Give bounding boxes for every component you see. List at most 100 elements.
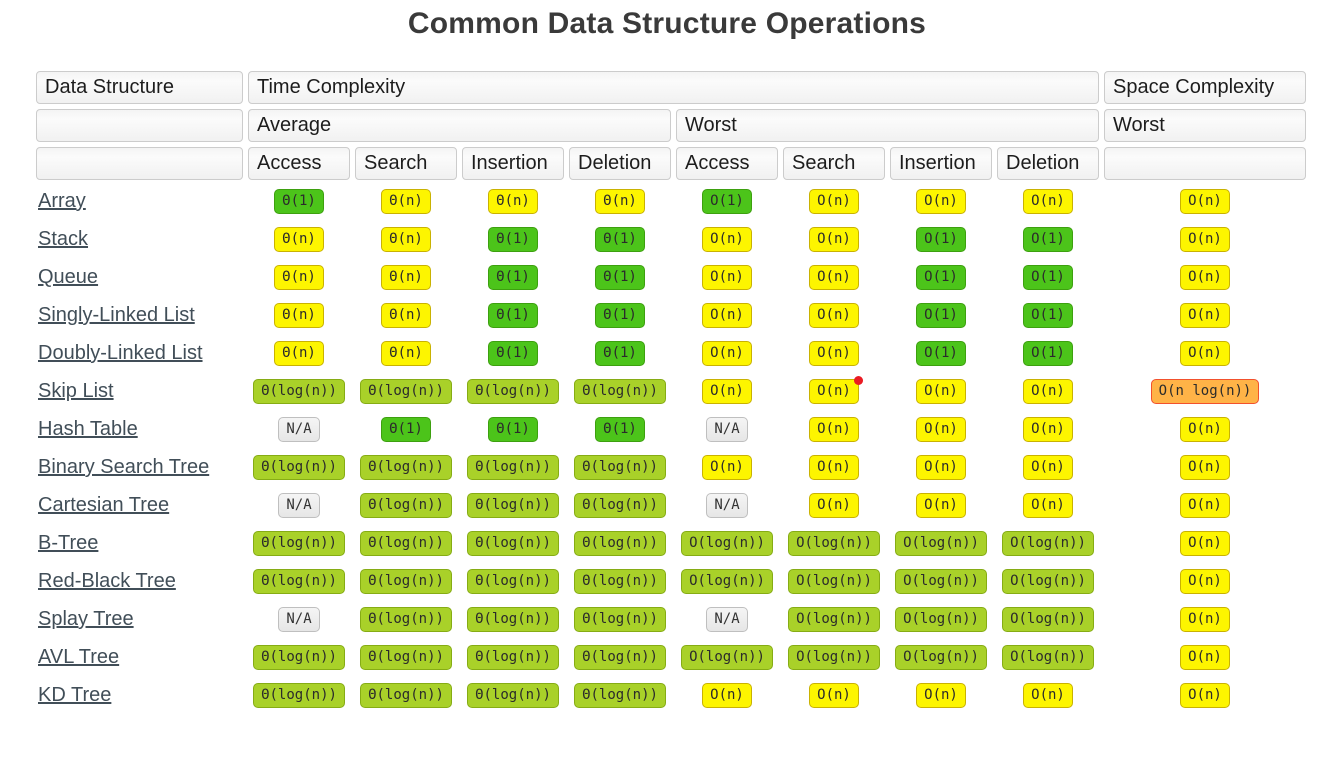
complexity-badge: Θ(log(n)) bbox=[574, 645, 666, 670]
data-structure-link[interactable]: KD Tree bbox=[38, 684, 112, 706]
complexity-badge: O(n) bbox=[1023, 417, 1073, 442]
complexity-cell: Θ(log(n)) bbox=[248, 679, 350, 712]
table-row: Skip List Θ(log(n)) Θ(log(n)) Θ(log(n)) Θ(lo… bbox=[36, 375, 1306, 408]
complexity-cell: N/A bbox=[676, 413, 778, 446]
data-structure-link[interactable]: B-Tree bbox=[38, 532, 99, 554]
data-structure-link[interactable]: Queue bbox=[38, 266, 99, 288]
complexity-badge: O(log(n)) bbox=[788, 607, 880, 632]
complexity-cell: Θ(1) bbox=[569, 337, 671, 370]
page-title: Common Data Structure Operations bbox=[407, 7, 927, 40]
complexity-badge: O(n) bbox=[1180, 607, 1230, 632]
complexity-cell: O(n) bbox=[1104, 603, 1306, 636]
complexity-cell: Θ(log(n)) bbox=[462, 603, 564, 636]
complexity-badge: Θ(1) bbox=[488, 303, 538, 328]
table-body: Array Θ(1) Θ(n) Θ(n) Θ(n) O(1) O(n) O(n) O(n) O(n… bbox=[36, 185, 1306, 712]
complexity-cell: Θ(log(n)) bbox=[569, 451, 671, 484]
complexity-badge: O(1) bbox=[916, 227, 966, 252]
complexity-badge: O(n) bbox=[1180, 493, 1230, 518]
header-avg-search: Search bbox=[355, 147, 457, 180]
complexity-cell: Θ(n) bbox=[355, 223, 457, 256]
complexity-cell: O(1) bbox=[890, 223, 992, 256]
complexity-cell: O(n) bbox=[676, 375, 778, 408]
complexity-badge: Θ(1) bbox=[488, 265, 538, 290]
complexity-badge: O(n) bbox=[1180, 683, 1230, 708]
data-structure-link[interactable]: Binary Search Tree bbox=[38, 456, 210, 478]
complexity-badge: N/A bbox=[706, 493, 748, 518]
complexity-cell: O(1) bbox=[890, 261, 992, 294]
complexity-cell: O(n) bbox=[997, 413, 1099, 446]
complexity-cell: O(1) bbox=[676, 185, 778, 218]
complexity-cell: Θ(n) bbox=[355, 299, 457, 332]
complexity-cell: Θ(log(n)) bbox=[569, 565, 671, 598]
complexity-badge: Θ(n) bbox=[274, 303, 324, 328]
table-row: Doubly-Linked List Θ(n) Θ(n) Θ(1) Θ(1) O(n) O(… bbox=[36, 337, 1306, 370]
data-structure-link[interactable]: Cartesian Tree bbox=[38, 494, 170, 516]
complexity-cell: O(log(n)) bbox=[676, 641, 778, 674]
complexity-badge: O(n) bbox=[809, 265, 859, 290]
complexity-badge: O(log(n)) bbox=[681, 569, 773, 594]
complexity-cell: O(log(n)) bbox=[783, 527, 885, 560]
complexity-cell: O(n) bbox=[1104, 451, 1306, 484]
complexity-cell: O(log(n)) bbox=[676, 565, 778, 598]
complexity-badge: N/A bbox=[706, 417, 748, 442]
complexity-badge: O(n) bbox=[916, 683, 966, 708]
complexity-cell: Θ(1) bbox=[462, 261, 564, 294]
complexity-badge: Θ(log(n)) bbox=[360, 607, 452, 632]
row-label-cell: Doubly-Linked List bbox=[36, 337, 243, 370]
complexity-badge: O(1) bbox=[916, 265, 966, 290]
header-avg-deletion: Deletion bbox=[569, 147, 671, 180]
data-structure-link[interactable]: Stack bbox=[38, 228, 89, 250]
complexity-cell: O(n) bbox=[997, 375, 1099, 408]
complexity-badge: O(log(n)) bbox=[788, 569, 880, 594]
header-avg-insertion: Insertion bbox=[462, 147, 564, 180]
row-label-cell: Hash Table bbox=[36, 413, 243, 446]
complexity-cell: Θ(log(n)) bbox=[569, 489, 671, 522]
complexity-badge: Θ(log(n)) bbox=[467, 493, 559, 518]
complexity-cell: O(log(n)) bbox=[676, 527, 778, 560]
complexity-badge: Θ(1) bbox=[488, 341, 538, 366]
complexity-badge: Θ(log(n)) bbox=[574, 683, 666, 708]
complexity-cell: Θ(n) bbox=[462, 185, 564, 218]
complexity-badge: O(1) bbox=[916, 303, 966, 328]
complexity-badge: N/A bbox=[278, 417, 320, 442]
complexity-badge: Θ(n) bbox=[274, 227, 324, 252]
complexity-badge: Θ(n) bbox=[381, 341, 431, 366]
complexity-badge: O(n) bbox=[702, 455, 752, 480]
complexity-badge: Θ(1) bbox=[274, 189, 324, 214]
complexity-badge: O(n) bbox=[702, 683, 752, 708]
complexity-cell: O(n) bbox=[783, 489, 885, 522]
complexity-badge: Θ(log(n)) bbox=[253, 645, 345, 670]
complexity-cell: O(log(n)) bbox=[783, 565, 885, 598]
complexity-cell: O(1) bbox=[890, 299, 992, 332]
data-structure-link[interactable]: Array bbox=[38, 190, 86, 212]
complexity-badge: N/A bbox=[706, 607, 748, 632]
data-structure-link[interactable]: Hash Table bbox=[38, 418, 138, 440]
data-structure-link[interactable]: Red-Black Tree bbox=[38, 570, 176, 592]
complexity-badge: Θ(n) bbox=[381, 265, 431, 290]
complexity-cell: O(n) bbox=[783, 261, 885, 294]
data-structure-link[interactable]: Doubly-Linked List bbox=[38, 342, 203, 364]
header-worst-access: Access bbox=[676, 147, 778, 180]
complexity-badge: Θ(log(n)) bbox=[360, 531, 452, 556]
complexity-badge: Θ(1) bbox=[595, 227, 645, 252]
complexity-cell: Θ(1) bbox=[569, 413, 671, 446]
complexity-badge: O(n) bbox=[809, 227, 859, 252]
complexity-badge: O(log(n)) bbox=[895, 645, 987, 670]
table-row: Red-Black Tree Θ(log(n)) Θ(log(n)) Θ(log(n)… bbox=[36, 565, 1306, 598]
data-structure-link[interactable]: Skip List bbox=[38, 380, 114, 402]
complexity-badge: O(n) bbox=[1180, 417, 1230, 442]
complexity-cell: Θ(log(n)) bbox=[462, 489, 564, 522]
complexity-badge: Θ(log(n)) bbox=[467, 379, 559, 404]
complexity-badge: O(1) bbox=[702, 189, 752, 214]
table-row: Binary Search Tree Θ(log(n)) Θ(log(n)) Θ(lo… bbox=[36, 451, 1306, 484]
data-structure-link[interactable]: AVL Tree bbox=[38, 646, 120, 668]
data-structure-link[interactable]: Splay Tree bbox=[38, 608, 134, 630]
complexity-cell: Θ(n) bbox=[248, 337, 350, 370]
complexity-badge: O(n) bbox=[702, 227, 752, 252]
complexity-cell: Θ(1) bbox=[462, 413, 564, 446]
complexity-cell: O(n) bbox=[783, 679, 885, 712]
complexity-badge: O(log(n)) bbox=[895, 531, 987, 556]
data-structure-link[interactable]: Singly-Linked List bbox=[38, 304, 195, 326]
table-row: AVL Tree Θ(log(n)) Θ(log(n)) Θ(log(n)) Θ(log… bbox=[36, 641, 1306, 674]
header-worst-deletion: Deletion bbox=[997, 147, 1099, 180]
